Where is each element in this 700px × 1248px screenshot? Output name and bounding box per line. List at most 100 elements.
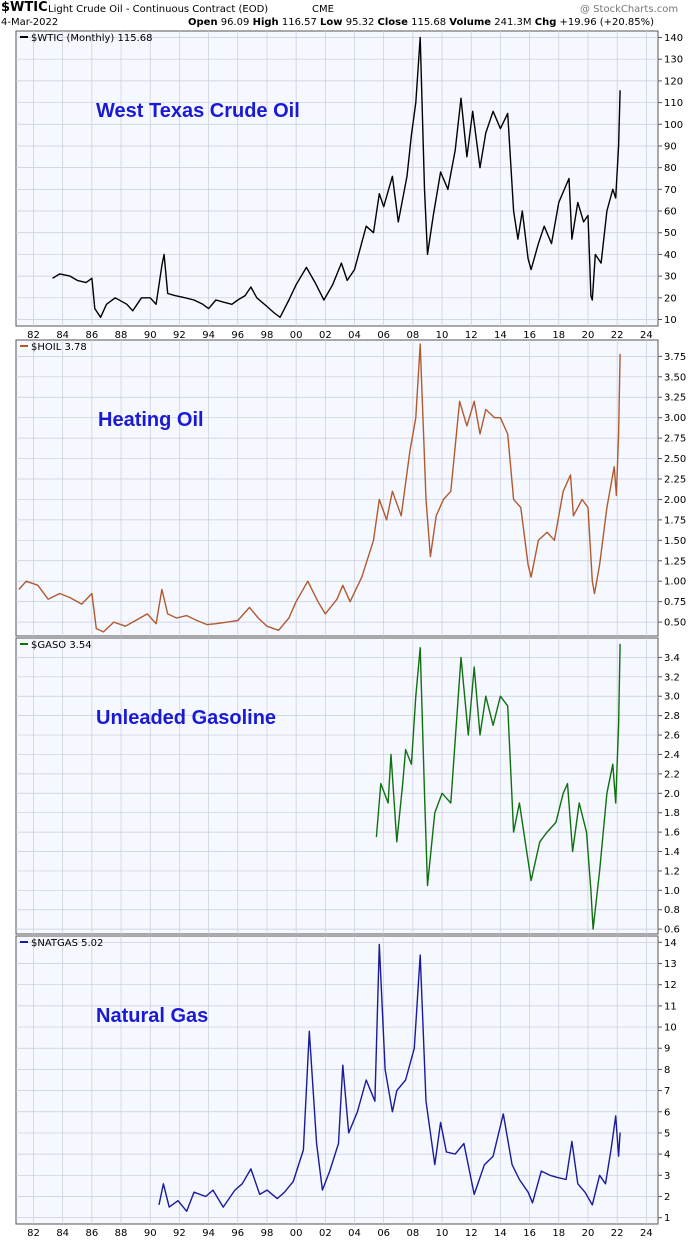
x-tick-label-bottom: 16: [523, 1228, 536, 1239]
y-tick-label: 50: [664, 228, 677, 239]
x-tick-label-top: 16: [523, 330, 536, 341]
x-tick-label-top: 90: [144, 330, 157, 341]
y-tick-label: 2.75: [664, 434, 686, 445]
x-tick-label-bottom: 94: [202, 1228, 215, 1239]
x-tick-label-top: 98: [261, 330, 274, 341]
x-tick-label-top: 92: [173, 330, 186, 341]
x-tick-label-top: 94: [202, 330, 215, 341]
y-tick-label: 13: [664, 959, 677, 970]
panel-1: 0.50 0.75 1.00 1.25 1.50 1.75 2.00 2.25 2.50 2.75…: [15, 339, 686, 637]
y-tick-label: 3.00: [664, 413, 686, 424]
series-line: [52, 36, 621, 318]
y-tick-label: 1.25: [664, 556, 686, 567]
y-tick-label: 6: [664, 1107, 670, 1118]
x-tick-label-top: 22: [611, 330, 624, 341]
y-tick-label: 12: [664, 980, 677, 991]
y-tick-label: 2.00: [664, 495, 686, 506]
y-tick-label: 90: [664, 141, 677, 152]
plot-area: [15, 637, 659, 935]
volume-label: Volume: [449, 17, 492, 28]
y-tick-label: 1.6: [664, 828, 680, 839]
y-tick-label: 1.8: [664, 808, 680, 819]
x-tick-label-top: 08: [407, 330, 420, 341]
chg-label: Chg: [534, 17, 557, 28]
x-tick-label-bottom: 20: [582, 1228, 595, 1239]
y-tick-label: 130: [664, 55, 683, 66]
y-tick-label: 0.50: [664, 618, 686, 629]
y-tick-label: 2.0: [664, 789, 680, 800]
chg-value: +19.96 (+20.85%): [559, 17, 655, 28]
description-label: Light Crude Oil - Continuous Contract (E…: [48, 4, 269, 15]
quote-bar: Open 96.09 High 116.57 Low 95.32 Close 1…: [188, 17, 654, 29]
high-label: High: [252, 17, 279, 28]
y-tick-label: 7: [664, 1086, 670, 1097]
y-tick-label: 14: [664, 938, 677, 949]
y-tick-label: 3.4: [664, 653, 680, 664]
legend-label: $WTIC (Monthly) 115.68: [31, 33, 152, 44]
y-tick-label: 2: [664, 1192, 670, 1203]
open-value: 96.09: [220, 17, 250, 28]
x-tick-label-bottom: 88: [115, 1228, 128, 1239]
y-tick-label: 20: [664, 293, 677, 304]
y-tick-label: 4: [664, 1150, 670, 1161]
high-value: 116.57: [281, 17, 317, 28]
y-tick-label: 100: [664, 120, 683, 131]
y-tick-label: 3.0: [664, 692, 680, 703]
x-tick-label-top: 12: [465, 330, 478, 341]
y-tick-label: 2.25: [664, 475, 686, 486]
volume-value: 241.3M: [494, 17, 532, 28]
x-tick-label-top: 20: [582, 330, 595, 341]
y-tick-label: 1.2: [664, 866, 680, 877]
series-line: [375, 643, 621, 930]
y-tick-label: 0.8: [664, 905, 680, 916]
y-tick-label: 2.2: [664, 769, 680, 780]
x-tick-label-top: 86: [86, 330, 99, 341]
x-tick-label-bottom: 24: [640, 1228, 653, 1239]
series-line: [158, 943, 621, 1212]
y-tick-label: 0.75: [664, 597, 686, 608]
low-label: Low: [320, 17, 343, 28]
low-value: 95.32: [345, 17, 375, 28]
y-tick-label: 3.75: [664, 352, 686, 363]
legend-label: $GASO 3.54: [31, 640, 92, 651]
y-tick-label: 0.6: [664, 925, 680, 936]
y-tick-label: 1.4: [664, 847, 680, 858]
x-tick-label-top: 14: [494, 330, 507, 341]
y-tick-label: 1.00: [664, 577, 686, 588]
y-tick-label: 11: [664, 1001, 677, 1012]
panel-2: 0.6 0.8 1.0 1.2 1.4 1.6 1.8 2.0 2.2 2.4 2.6 2.8 3.0 3…: [15, 637, 680, 936]
x-tick-label-bottom: 22: [611, 1228, 624, 1239]
panel-title: Unleaded Gasoline: [96, 707, 276, 729]
panel-title: Heating Oil: [98, 409, 204, 431]
legend-label: $NATGAS 5.02: [31, 938, 103, 949]
legend-label: $HOIL 3.78: [31, 342, 87, 353]
y-tick-label: 10: [664, 1023, 677, 1034]
panel-title: Natural Gas: [96, 1005, 208, 1027]
panel-title: West Texas Crude Oil: [96, 100, 300, 122]
x-tick-label-top: 88: [115, 330, 128, 341]
x-tick-label-bottom: 90: [144, 1228, 157, 1239]
x-tick-label-bottom: 14: [494, 1228, 507, 1239]
y-tick-label: 3.50: [664, 372, 686, 383]
y-tick-label: 30: [664, 272, 677, 283]
x-tick-label-top: 06: [377, 330, 390, 341]
plot-area: [15, 30, 659, 327]
x-tick-label-top: 10: [436, 330, 449, 341]
y-tick-label: 10: [664, 315, 677, 326]
y-tick-label: 40: [664, 250, 677, 261]
exchange-label: CME: [312, 4, 334, 15]
close-value: 115.68: [411, 17, 447, 28]
date-label: 4-Mar-2022: [1, 17, 59, 28]
symbol-label: $WTIC: [1, 0, 48, 15]
watermark-label: @ StockCharts.com: [580, 4, 679, 15]
x-tick-label-bottom: 02: [319, 1228, 332, 1239]
x-tick-label-top: 04: [348, 330, 361, 341]
close-label: Close: [377, 17, 408, 28]
x-tick-label-top: 00: [290, 330, 303, 341]
x-tick-label-bottom: 96: [231, 1228, 244, 1239]
series-line: [18, 343, 621, 633]
y-tick-label: 2.8: [664, 711, 680, 722]
plot-area: [15, 935, 659, 1225]
x-tick-label-top: 02: [319, 330, 332, 341]
